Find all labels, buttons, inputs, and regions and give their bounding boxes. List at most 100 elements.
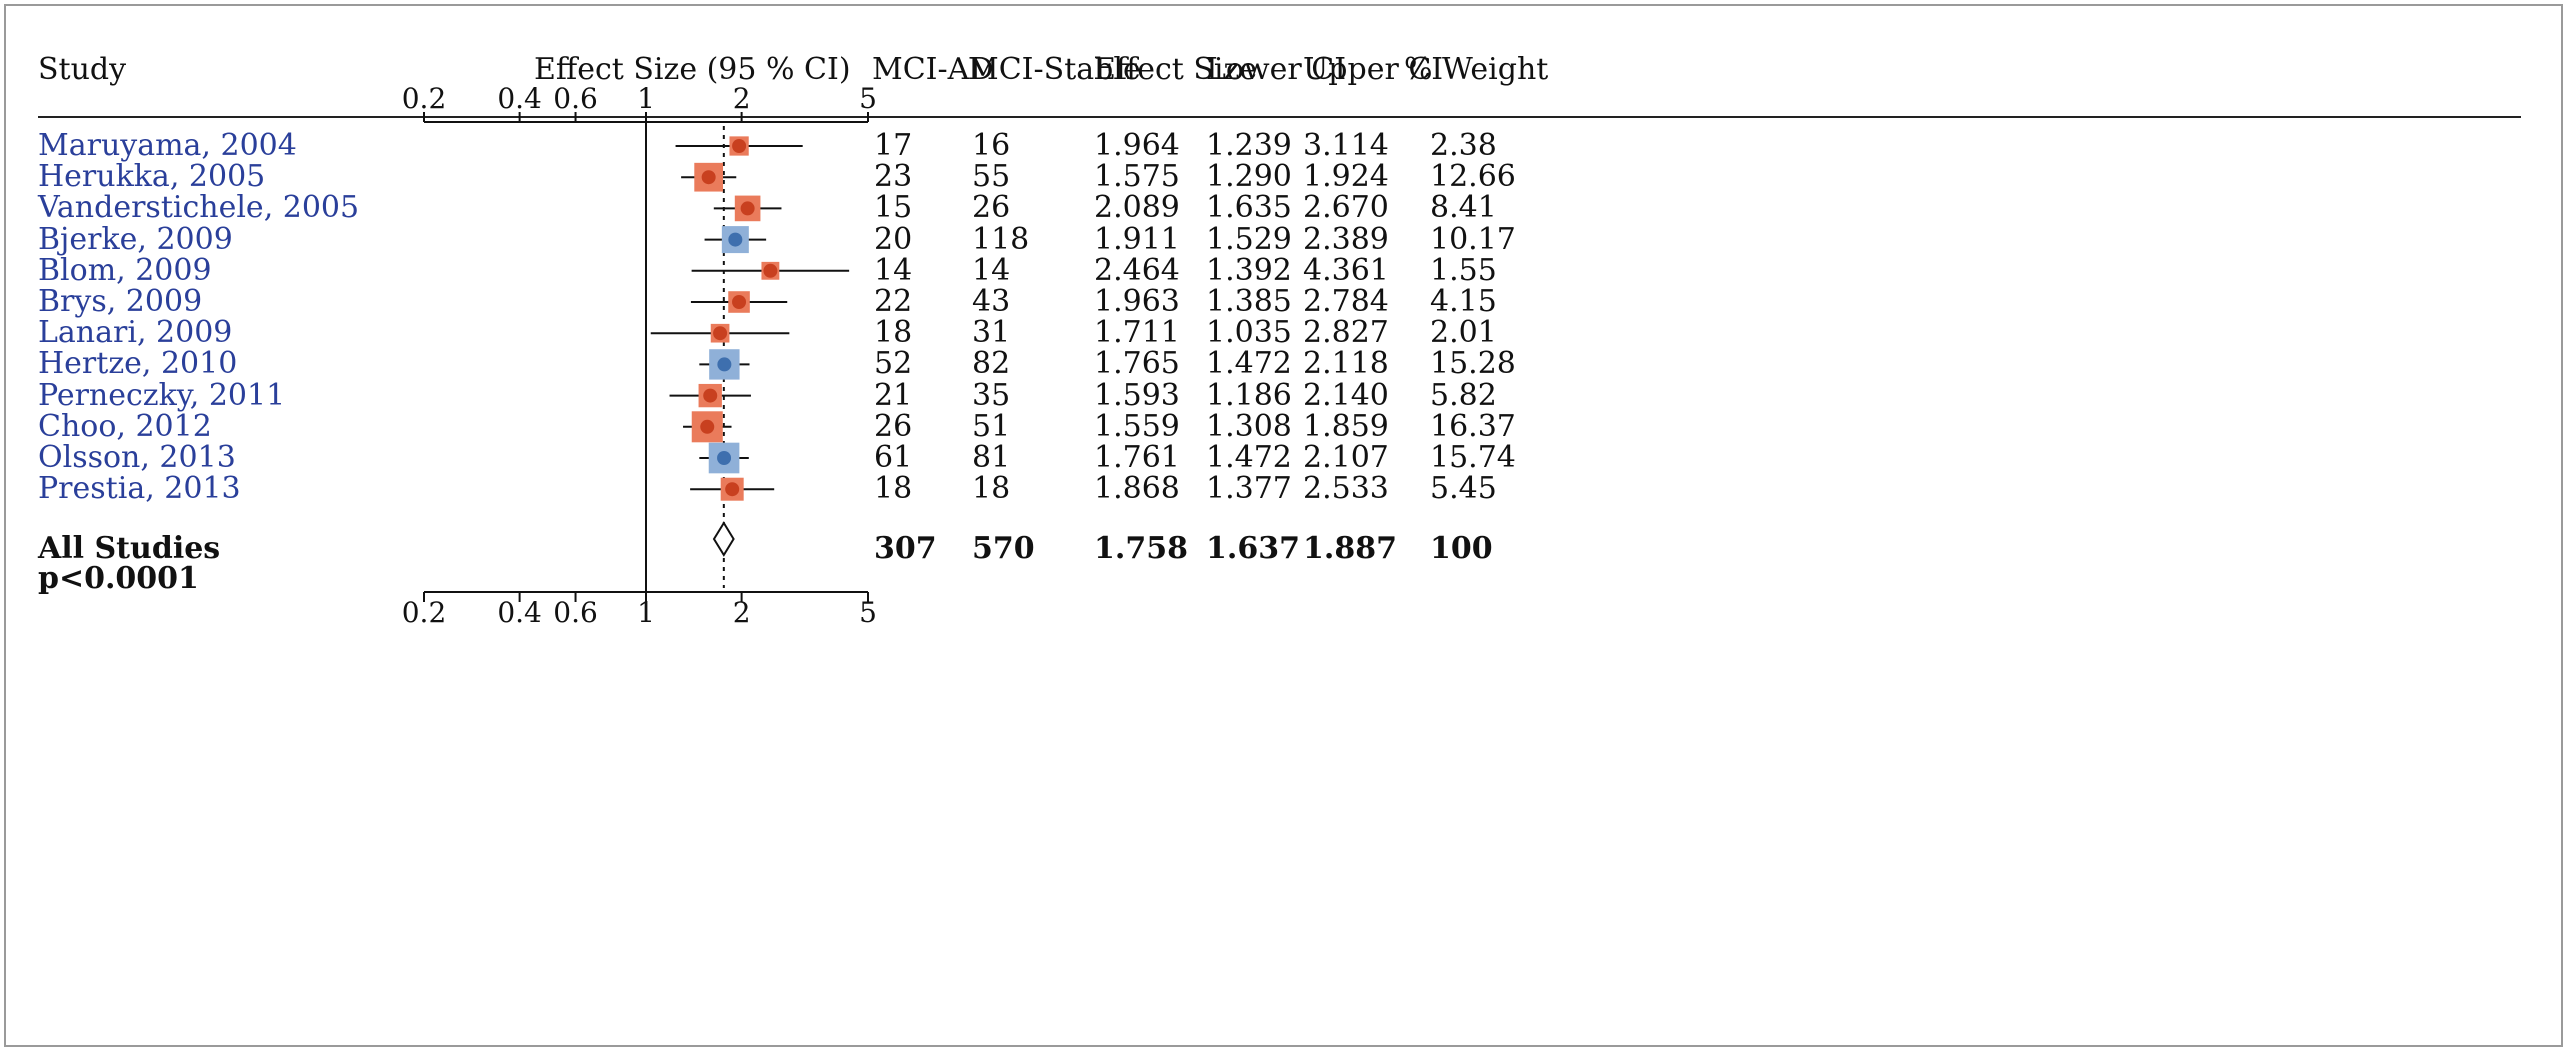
- lower-ci-value: 1.385: [1206, 284, 1292, 319]
- upper-ci-value: 2.784: [1303, 284, 1389, 319]
- upper-ci-value: 2.107: [1303, 440, 1389, 475]
- effect-point: [703, 388, 718, 403]
- effect-size-value: 1.559: [1094, 408, 1180, 444]
- effect-point: [725, 482, 740, 497]
- effect-point: [763, 263, 778, 278]
- study-name: Vanderstichele, 2005: [38, 190, 360, 226]
- mci-ad-value: 61: [874, 440, 913, 475]
- weight-value: 1.55: [1430, 252, 1497, 288]
- effect-point: [701, 170, 716, 185]
- top-axis-tick-label: 0.6: [553, 82, 598, 115]
- lower-ci-value: 1.290: [1206, 159, 1292, 195]
- study-name: Bjerke, 2009: [38, 221, 233, 257]
- effect-size-value: 1.575: [1094, 159, 1180, 195]
- study-name: Choo, 2012: [38, 408, 212, 444]
- mci-ad-value: 17: [874, 128, 913, 163]
- study-name: Perneczky, 2011: [38, 377, 286, 413]
- lower-ci-value: 1.186: [1206, 377, 1292, 413]
- mci-stable-value: 18: [972, 471, 1011, 507]
- weight-value: 4.15: [1430, 284, 1497, 319]
- lower-ci-value: 1.308: [1206, 408, 1292, 444]
- mci-ad-value: 14: [874, 252, 913, 288]
- upper-ci-value: 2.533: [1303, 471, 1389, 507]
- mci-stable-value: 55: [972, 159, 1011, 195]
- header-rule: [38, 116, 2521, 118]
- upper-ci-value: 2.118: [1303, 346, 1389, 382]
- summary-effect-size: 1.758: [1094, 531, 1188, 566]
- lower-ci-value: 1.377: [1206, 471, 1292, 507]
- mci-stable-value: 16: [972, 128, 1011, 163]
- mci-stable-value: 43: [972, 284, 1011, 319]
- effect-point: [713, 326, 728, 341]
- study-name: Hertze, 2010: [38, 346, 238, 382]
- effect-point: [717, 357, 732, 372]
- mci-stable-value: 51: [972, 408, 1011, 444]
- lower-ci-value: 1.635: [1206, 190, 1292, 226]
- mci-stable-value: 81: [972, 440, 1011, 475]
- figure-frame: [4, 4, 2563, 1047]
- weight-value: 15.74: [1430, 440, 1516, 475]
- study-name: Lanari, 2009: [38, 315, 233, 351]
- study-name: Prestia, 2013: [38, 471, 241, 507]
- mci-stable-value: 82: [972, 346, 1011, 382]
- effect-size-value: 2.464: [1094, 252, 1180, 288]
- effect-point: [728, 232, 743, 247]
- header-upper-ci: Upper CI: [1303, 52, 1444, 87]
- bottom-axis-tick-label: 5: [859, 596, 877, 629]
- header-study: Study: [38, 52, 127, 87]
- upper-ci-value: 1.859: [1303, 408, 1389, 444]
- summary-diamond: [712, 521, 735, 557]
- mci-stable-value: 26: [972, 190, 1011, 226]
- weight-value: 8.41: [1430, 190, 1497, 226]
- summary-lower-ci: 1.637: [1206, 531, 1300, 566]
- effect-size-value: 1.964: [1094, 128, 1180, 163]
- mci-ad-value: 23: [874, 159, 913, 195]
- top-axis-tick-label: 0.4: [497, 82, 542, 115]
- lower-ci-value: 1.472: [1206, 440, 1292, 475]
- effect-point: [732, 139, 747, 153]
- bottom-axis-tick-label: 2: [733, 596, 751, 629]
- upper-ci-value: 2.670: [1303, 190, 1389, 226]
- mci-stable-value: 35: [972, 377, 1011, 413]
- weight-value: 15.28: [1430, 346, 1516, 382]
- header-lower-ci: Lower CI: [1206, 52, 1347, 87]
- upper-ci-value: 2.140: [1303, 377, 1389, 413]
- mci-ad-value: 20: [874, 221, 913, 257]
- mci-ad-value: 21: [874, 377, 913, 413]
- upper-ci-value: 1.924: [1303, 159, 1389, 195]
- bottom-axis-tick-label: 0.2: [402, 596, 447, 629]
- p-value: p<0.0001: [38, 561, 199, 596]
- summary-mci-ad: 307: [874, 531, 937, 566]
- header-effect-ci: Effect Size (95 % CI): [534, 52, 851, 87]
- study-name: Brys, 2009: [38, 284, 203, 319]
- lower-ci-value: 1.392: [1206, 252, 1292, 288]
- study-name: Herukka, 2005: [38, 159, 266, 195]
- weight-value: 10.17: [1430, 221, 1516, 257]
- top-axis-tick-label: 0.2: [402, 82, 447, 115]
- study-name: Olsson, 2013: [38, 440, 236, 475]
- summary-label: All Studies: [38, 531, 221, 566]
- lower-ci-value: 1.239: [1206, 128, 1292, 163]
- header-effect-size: Effect Size: [1094, 52, 1258, 87]
- upper-ci-value: 2.389: [1303, 221, 1389, 257]
- top-axis-tick-label: 2: [733, 82, 751, 115]
- effect-size-value: 1.711: [1094, 315, 1180, 351]
- effect-size-value: 1.911: [1094, 221, 1180, 257]
- mci-stable-value: 118: [972, 221, 1030, 257]
- bottom-axis-tick-label: 0.6: [553, 596, 598, 629]
- weight-value: 5.45: [1430, 471, 1497, 507]
- upper-ci-value: 4.361: [1303, 252, 1389, 288]
- mci-ad-value: 18: [874, 315, 913, 351]
- header-mci-stable: MCI-Stable: [968, 52, 1141, 87]
- header-mci-ad: MCI-AD: [872, 52, 994, 87]
- mci-ad-value: 52: [874, 346, 913, 382]
- bottom-axis-tick-label: 1: [637, 596, 655, 629]
- weight-value: 2.38: [1430, 128, 1497, 163]
- lower-ci-value: 1.529: [1206, 221, 1292, 257]
- weight-value: 12.66: [1430, 159, 1516, 195]
- top-axis-tick-label: 1: [637, 82, 655, 115]
- mci-ad-value: 22: [874, 284, 913, 319]
- effect-size-value: 1.868: [1094, 471, 1180, 507]
- lower-ci-value: 1.472: [1206, 346, 1292, 382]
